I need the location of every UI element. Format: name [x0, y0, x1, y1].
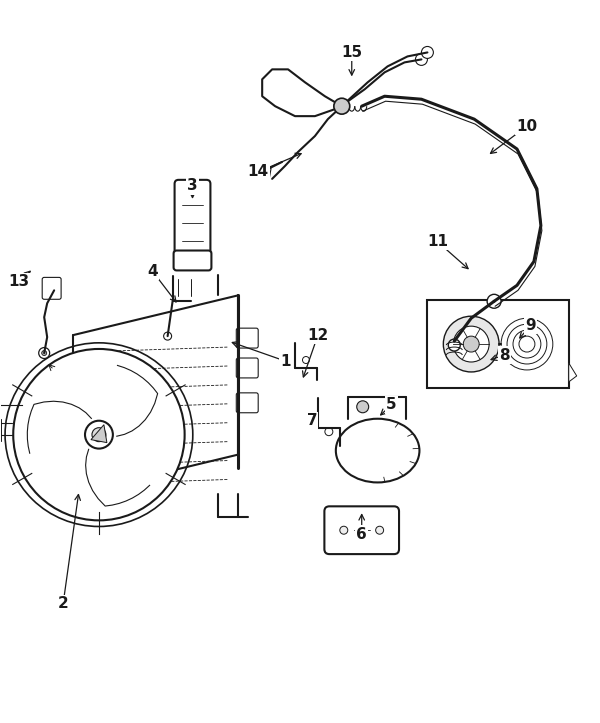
Circle shape: [92, 428, 106, 442]
Circle shape: [376, 526, 383, 534]
Bar: [0, 419, 1, 440]
FancyBboxPatch shape: [325, 506, 399, 554]
Text: 4: 4: [148, 264, 158, 279]
Text: 15: 15: [341, 45, 362, 60]
Ellipse shape: [13, 349, 185, 521]
Circle shape: [448, 339, 460, 351]
FancyBboxPatch shape: [236, 358, 258, 378]
Text: 11: 11: [427, 234, 448, 249]
Circle shape: [340, 526, 348, 534]
Circle shape: [453, 326, 489, 362]
FancyBboxPatch shape: [236, 393, 258, 413]
Text: 12: 12: [307, 328, 329, 343]
Circle shape: [334, 98, 350, 114]
Circle shape: [415, 54, 427, 65]
Circle shape: [421, 46, 433, 59]
Circle shape: [357, 401, 368, 413]
Circle shape: [325, 428, 333, 436]
Text: 6: 6: [356, 526, 367, 542]
Text: 5: 5: [386, 398, 397, 412]
Text: 9: 9: [526, 317, 536, 333]
Text: 2: 2: [58, 596, 68, 612]
Text: 13: 13: [9, 274, 30, 289]
Circle shape: [164, 332, 172, 340]
FancyBboxPatch shape: [42, 278, 61, 299]
Ellipse shape: [336, 419, 419, 482]
Circle shape: [42, 351, 47, 356]
Text: 14: 14: [248, 164, 269, 179]
Bar: [251, 166, 271, 180]
Text: 1: 1: [280, 354, 290, 369]
FancyBboxPatch shape: [173, 250, 211, 270]
Circle shape: [463, 336, 479, 352]
Circle shape: [302, 356, 310, 364]
FancyBboxPatch shape: [236, 328, 258, 348]
Circle shape: [39, 348, 50, 359]
Text: 3: 3: [187, 179, 198, 193]
Polygon shape: [91, 424, 107, 442]
FancyBboxPatch shape: [175, 180, 211, 260]
Text: 10: 10: [517, 119, 538, 134]
Circle shape: [443, 316, 499, 372]
Polygon shape: [569, 363, 577, 382]
Circle shape: [487, 294, 501, 308]
Text: 7: 7: [307, 414, 317, 428]
Bar: [427, 300, 569, 388]
Text: 8: 8: [499, 348, 509, 362]
Circle shape: [85, 421, 113, 448]
